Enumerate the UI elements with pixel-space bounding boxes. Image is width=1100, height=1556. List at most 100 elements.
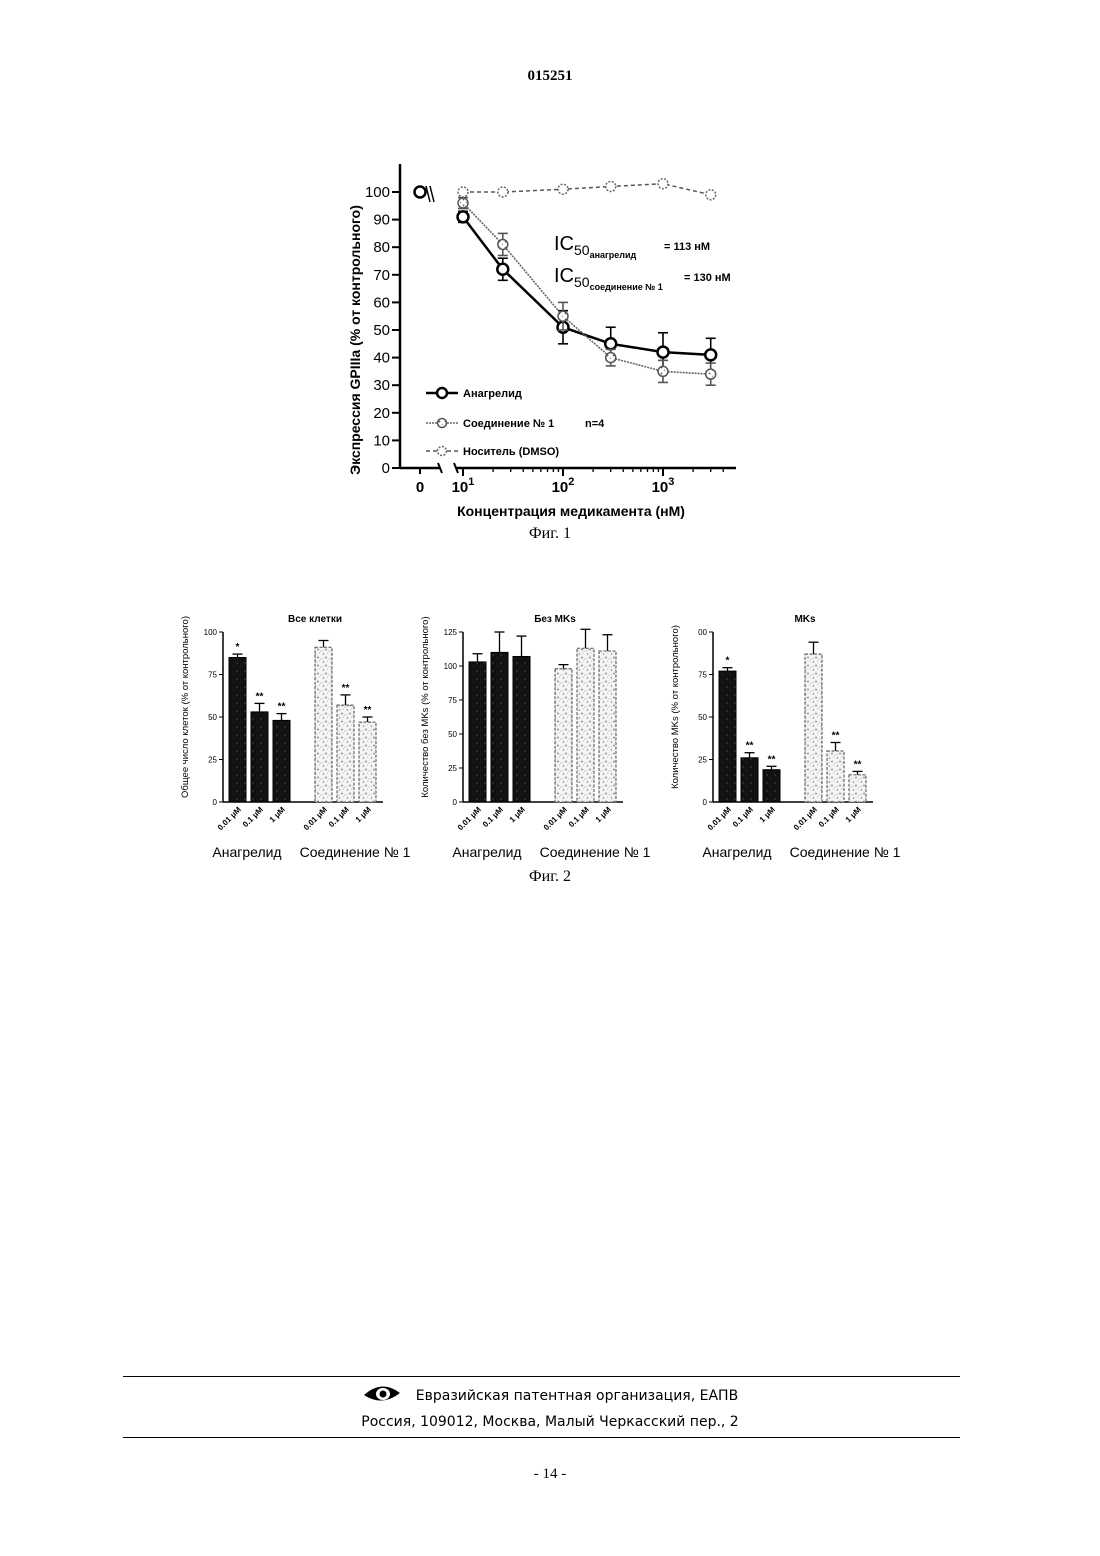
fig2-category-label: 1 μM — [844, 805, 863, 824]
fig2-panel-1: Общее число клеток (% от контрольного)Вс… — [180, 614, 411, 860]
fig2-category-label: 0.01 μM — [706, 805, 733, 832]
svg-text:= 113 нМ: = 113 нМ — [664, 241, 710, 253]
fig1-curve-break — [430, 186, 434, 202]
fig2-significance-label: ** — [832, 731, 840, 742]
fig1-line-chart: 01020304050607080901000101102103 Экспрес… — [330, 150, 790, 530]
fig2-panel-title: MKs — [794, 614, 816, 625]
fig2-bar — [577, 648, 594, 802]
fig2-panel-title: Без MKs — [534, 614, 576, 625]
fig2-significance-label: ** — [746, 741, 754, 752]
fig1-data-point — [498, 239, 508, 249]
fig2-significance-label: ** — [278, 702, 286, 713]
fig1-data-point — [706, 190, 716, 200]
fig1-x-tick-label: 102 — [552, 476, 575, 496]
svg-text:Носитель (DMSO): Носитель (DMSO) — [463, 446, 559, 458]
fig1-data-point — [558, 184, 568, 194]
fig2-y-tick-label: 100 — [444, 662, 458, 671]
fig1-data-point — [415, 187, 426, 198]
page-number: - 14 - — [0, 1466, 1100, 1483]
fig1-series-2 — [458, 198, 716, 386]
fig1-y-tick-label: 70 — [373, 267, 390, 284]
fig1-x-axis-label: Концентрация медикамента (нМ) — [457, 503, 685, 519]
fig1-data-point — [498, 187, 508, 197]
fig2-y-tick-label: 25 — [208, 756, 217, 765]
fig2-category-label: 0.01 μM — [456, 805, 483, 832]
fig2-group-label: Анагрелид — [702, 844, 771, 860]
fig1-y-axis-label: Экспрессия GPIIIa (% от контрольного) — [347, 205, 363, 475]
fig2-y-tick-label: 50 — [698, 713, 707, 722]
fig1-data-point — [658, 347, 669, 358]
fig1-data-point — [658, 179, 668, 189]
legend-item-compound1: Соединение № 1 n=4 — [426, 418, 605, 430]
fig2-category-label: 0.1 μM — [731, 805, 755, 829]
fig2-bar — [555, 669, 572, 802]
fig2-y-axis-label: Количество MKs (% от контрольного) — [670, 625, 681, 789]
fig2-bar — [513, 656, 530, 802]
fig1-y-tick-label: 10 — [373, 432, 390, 449]
fig2-category-label: 0.01 μM — [542, 805, 569, 832]
fig2-y-tick-label: 100 — [204, 628, 218, 637]
ic50-anagrelide-annotation: IC50анагрелид = 113 нМ — [554, 233, 710, 260]
fig2-category-label: 1 μM — [758, 805, 777, 824]
fig2-category-label: 1 μM — [594, 805, 613, 824]
fig2-category-label: 0.1 μM — [567, 805, 591, 829]
fig2-group-label: Анагрелид — [452, 844, 521, 860]
fig1-y-tick-label: 60 — [373, 294, 390, 311]
fig2-bar — [251, 712, 268, 802]
fig2-y-tick-label: 25 — [448, 764, 457, 773]
fig2-panel-2: Количество без MKs (% от контрольного) Бе… — [420, 614, 651, 860]
fig2-bar — [337, 705, 354, 802]
fig2-y-tick-label: 0 — [453, 798, 458, 807]
fig2-bar — [827, 751, 844, 802]
fig2-category-label: 0.01 μM — [792, 805, 819, 832]
fig2-category-label: 0.01 μM — [216, 805, 243, 832]
svg-text:Анагрелид: Анагрелид — [463, 388, 522, 400]
fig1-y-tick-label: 90 — [373, 212, 390, 229]
fig2-y-tick-label: 50 — [208, 713, 217, 722]
fig1-data-point — [458, 187, 468, 197]
fig2-y-tick-label: 75 — [448, 696, 457, 705]
fig1-x-tick-label: 0 — [416, 479, 424, 496]
fig2-panel-3: Количество MKs (% от контрольного)MKs025… — [670, 614, 901, 860]
fig1-series-3 — [458, 179, 716, 200]
footer-bottom-rule — [123, 1437, 960, 1438]
fig2-bar-charts: Общее число клеток (% от контрольного)Вс… — [170, 572, 940, 872]
fig2-category-label: 0.1 μM — [241, 805, 265, 829]
fig1-data-point — [706, 369, 716, 379]
fig2-significance-label: * — [236, 642, 240, 653]
fig1-data-point — [458, 198, 468, 208]
fig1-legend: Анагрелид Соединение № 1 n=4 Носитель (D… — [426, 388, 605, 458]
fig2-panel-title: Все клетки — [288, 614, 342, 625]
fig2-y-axis-label: Количество без MKs (% от контрольного) — [420, 616, 431, 797]
svg-text:n=4: n=4 — [585, 418, 605, 430]
fig2-category-label: 1 μM — [508, 805, 527, 824]
fig1-x-tick-label: 101 — [452, 476, 475, 496]
fig1-data-point — [558, 311, 568, 321]
legend-item-dmso: Носитель (DMSO) — [426, 446, 559, 458]
fig2-group-label: Соединение № 1 — [540, 844, 651, 860]
fig2-bar — [805, 654, 822, 802]
footer-address: Россия, 109012, Москва, Малый Черкасский… — [0, 1414, 1100, 1430]
document-number: 015251 — [0, 68, 1100, 85]
svg-text:Соединение № 1: Соединение № 1 — [463, 418, 554, 430]
fig1-data-point — [606, 181, 616, 191]
fig2-y-tick-label: 50 — [448, 730, 457, 739]
fig2-significance-label: ** — [256, 691, 264, 702]
fig1-y-tick-label: 30 — [373, 377, 390, 394]
fig2-bar — [719, 671, 736, 802]
fig1-data-point — [606, 353, 616, 363]
fig2-group-label: Соединение № 1 — [790, 844, 901, 860]
fig2-bar — [315, 647, 332, 802]
eapo-eye-logo-icon — [362, 1383, 402, 1409]
fig1-data-point — [658, 366, 668, 376]
svg-text:= 130 нМ: = 130 нМ — [684, 272, 731, 284]
fig2-category-label: 0.1 μM — [481, 805, 505, 829]
fig1-data-point — [705, 349, 716, 360]
svg-text:IC50анагрелид: IC50анагрелид — [554, 233, 637, 260]
fig2-significance-label: * — [726, 656, 730, 667]
fig1-x-tick-label: 103 — [652, 476, 675, 496]
fig1-data-point — [605, 338, 616, 349]
fig2-significance-label: ** — [342, 683, 350, 694]
fig1-y-tick-label: 20 — [373, 405, 390, 422]
fig2-category-label: 0.1 μM — [327, 805, 351, 829]
